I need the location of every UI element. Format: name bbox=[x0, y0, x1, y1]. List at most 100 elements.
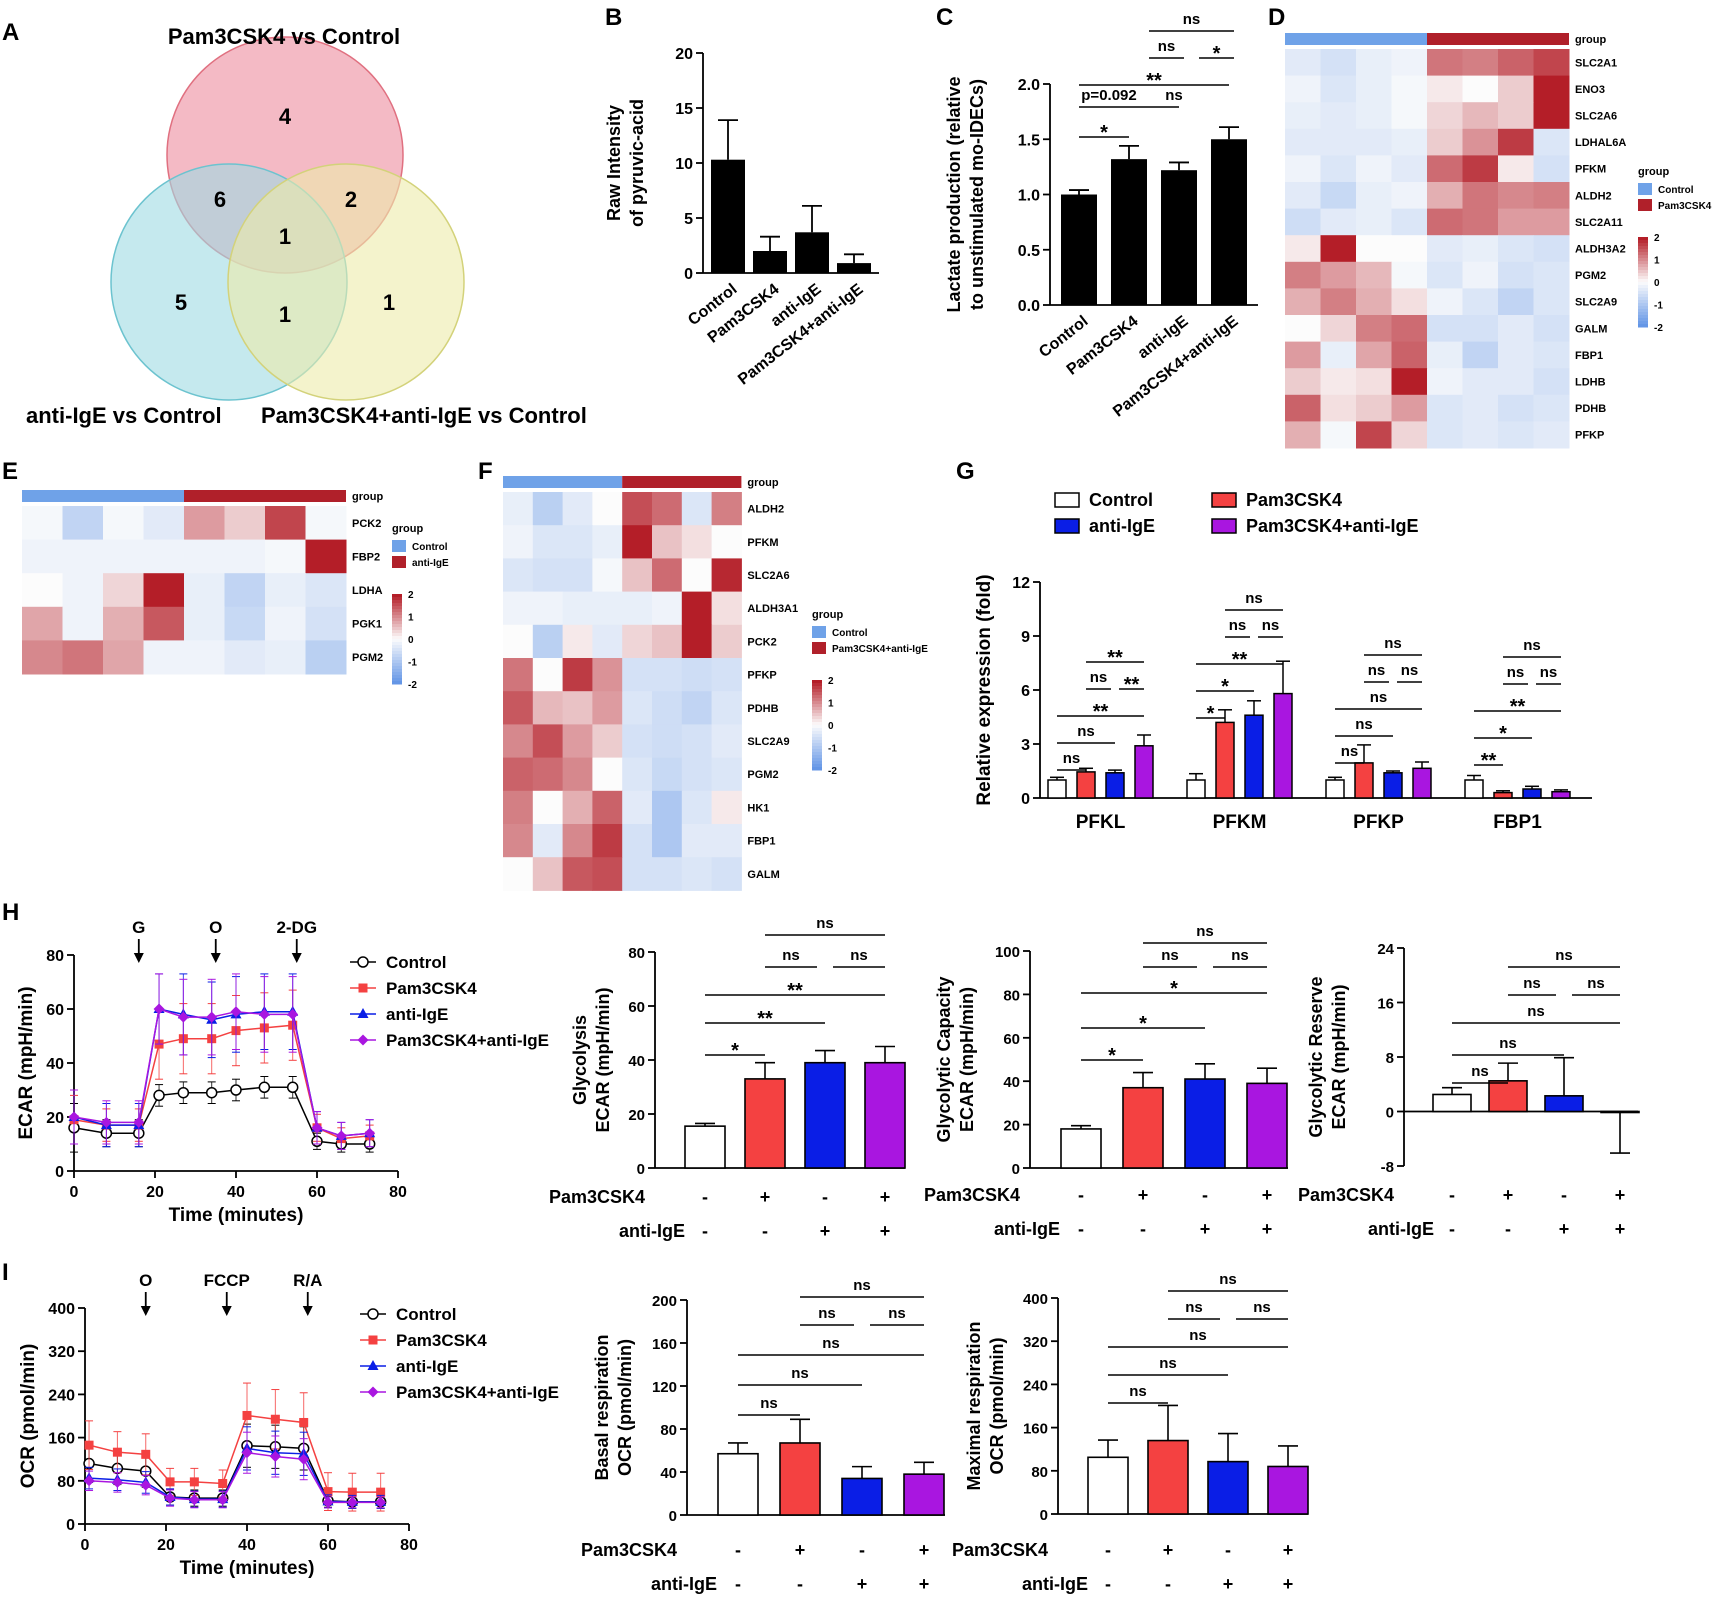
panel-d-cell bbox=[1320, 315, 1357, 343]
panel-e-cell bbox=[224, 506, 266, 541]
panel-h1-x-tick-label: 60 bbox=[308, 1184, 326, 1201]
panel-d-gene-label: SLC2A6 bbox=[1575, 111, 1617, 123]
panel-b-y-label: of pyruvic-acid bbox=[627, 99, 647, 227]
panel-b-y-tick-label: 5 bbox=[684, 211, 693, 228]
panel-f-scale-step bbox=[812, 740, 822, 744]
panel-i3-treatment-row1-cell: - bbox=[1225, 1540, 1231, 1560]
panel-f-cell bbox=[652, 857, 683, 891]
panel-d-scale-step bbox=[1638, 243, 1648, 247]
panel-d-scale-step bbox=[1638, 252, 1648, 256]
panel-h2-sig-label: ** bbox=[757, 1008, 773, 1030]
panel-f-cell bbox=[503, 790, 534, 825]
panel-h1-marker bbox=[335, 1130, 347, 1142]
panel-e-cell bbox=[184, 640, 225, 675]
panel-e-cell bbox=[143, 539, 185, 574]
panel-e-cell bbox=[62, 539, 104, 574]
panel-f-cell bbox=[532, 724, 564, 759]
panel-d-scale-step bbox=[1638, 285, 1648, 289]
panel-h1-injection-arrowhead bbox=[291, 953, 302, 963]
panel-f-cell bbox=[711, 492, 742, 526]
panel-h2-bar bbox=[804, 1061, 846, 1169]
panel-d-legend-swatch-treated bbox=[1638, 199, 1652, 211]
panel-i2-y-label: OCR (pmol/min) bbox=[615, 1339, 635, 1476]
panel-f-cell bbox=[562, 558, 593, 593]
panel-letter-g: G bbox=[956, 458, 975, 485]
panel-h1-marker bbox=[177, 1011, 189, 1023]
panel-d-cell bbox=[1320, 261, 1357, 289]
panel-f-cell bbox=[652, 824, 683, 858]
panel-e-cell bbox=[305, 640, 347, 675]
panel-d-scale-label: -2 bbox=[1654, 323, 1663, 334]
panel-i2-y-tick-label: 0 bbox=[669, 1508, 677, 1525]
panel-d-cell bbox=[1533, 261, 1570, 289]
panel-h3-y-tick-label: 80 bbox=[1003, 987, 1020, 1004]
panel-f-legend-label: Pam3CSK4+anti-IgE bbox=[832, 644, 928, 655]
panel-f-cell bbox=[592, 624, 623, 659]
panel-h1-y-tick-label: 0 bbox=[55, 1164, 64, 1181]
panel-h4-treatment-row1-cell: - bbox=[1449, 1185, 1455, 1205]
panel-b-y-tick-label: 10 bbox=[675, 156, 693, 173]
panel-i1-marker bbox=[270, 1414, 280, 1424]
panel-i1-injection-label: O bbox=[139, 1271, 152, 1290]
panel-f-scale-step bbox=[812, 722, 822, 726]
panel-e-scale-step bbox=[392, 675, 402, 679]
panel-i1-y-tick-label: 400 bbox=[48, 1301, 75, 1318]
panel-f-cell bbox=[532, 591, 564, 626]
panel-f-cell bbox=[503, 525, 534, 559]
panel-d-scale-step bbox=[1638, 303, 1648, 307]
panel-d-cell bbox=[1462, 368, 1499, 396]
panel-i2-sig-label: ns bbox=[822, 1335, 840, 1352]
panel-h1-series-line bbox=[73, 1086, 370, 1145]
panel-g-sig-label: ns bbox=[1262, 617, 1280, 634]
panel-i3-y-tick-label: 400 bbox=[1023, 1291, 1048, 1308]
panel-e-legend-swatch-treated bbox=[392, 556, 406, 568]
venn-count-left-right: 1 bbox=[279, 302, 291, 327]
panel-d-cell bbox=[1285, 155, 1321, 183]
panel-d-cell bbox=[1285, 394, 1321, 422]
venn-count-top-only: 4 bbox=[279, 104, 292, 129]
panel-h1-series-line bbox=[73, 1008, 370, 1137]
panel-i2-treatment-row1-cell: + bbox=[795, 1540, 806, 1560]
panel-f-cell bbox=[681, 525, 713, 559]
panel-e-cell bbox=[22, 573, 63, 608]
panel-e-cell bbox=[305, 506, 347, 541]
panel-g-sig-label: ns bbox=[1063, 750, 1081, 767]
panel-i1-marker bbox=[299, 1417, 309, 1427]
panel-d-cell bbox=[1285, 128, 1321, 156]
panel-f-cell bbox=[532, 757, 564, 792]
panel-d-cell bbox=[1533, 288, 1570, 316]
panel-h1-marker bbox=[364, 1127, 376, 1139]
panel-c-y-tick-label: 1.0 bbox=[1018, 188, 1040, 205]
panel-d-cell bbox=[1462, 394, 1499, 422]
panel-h1-injection-label: G bbox=[132, 918, 145, 937]
panel-h4-bar bbox=[1600, 1110, 1640, 1114]
panel-g-sig-label: ns bbox=[1384, 635, 1402, 652]
panel-g-bar bbox=[1522, 788, 1542, 799]
panel-f-cell bbox=[622, 691, 653, 725]
panel-d-scale-step bbox=[1638, 237, 1648, 241]
panel-d-gene-label: PGM2 bbox=[1575, 270, 1606, 282]
panel-i2-y-tick-label: 160 bbox=[652, 1336, 677, 1353]
panel-d-cell bbox=[1356, 128, 1392, 156]
panel-f-scale-step bbox=[812, 713, 822, 717]
panel-i1-legend-marker bbox=[368, 1335, 378, 1345]
panel-i1-marker bbox=[188, 1494, 200, 1506]
panel-f-cell bbox=[592, 757, 623, 792]
panel-d-cell bbox=[1533, 394, 1570, 422]
panel-h2-treatment-row2-cell: - bbox=[702, 1221, 708, 1241]
panel-d-scale-step bbox=[1638, 270, 1648, 274]
panel-i2-treatment-row2-cell: + bbox=[857, 1574, 868, 1594]
panel-f-group-bar-treated bbox=[622, 476, 742, 488]
panel-h2-sig-label: ns bbox=[850, 947, 868, 964]
panel-d-scale-step bbox=[1638, 324, 1648, 328]
panel-f-scale-step bbox=[812, 680, 822, 684]
panel-h1-series-line bbox=[73, 1024, 370, 1140]
panel-e-scale-step bbox=[392, 660, 402, 664]
panel-h2-bar bbox=[864, 1061, 906, 1169]
panel-f-cell bbox=[592, 691, 623, 725]
panel-f-legend-swatch-treated bbox=[812, 642, 826, 654]
panel-h1-x-label: Time (minutes) bbox=[169, 1205, 304, 1226]
panel-h4-y-tick-label: -8 bbox=[1381, 1159, 1394, 1176]
panel-g-bar bbox=[1215, 721, 1235, 799]
